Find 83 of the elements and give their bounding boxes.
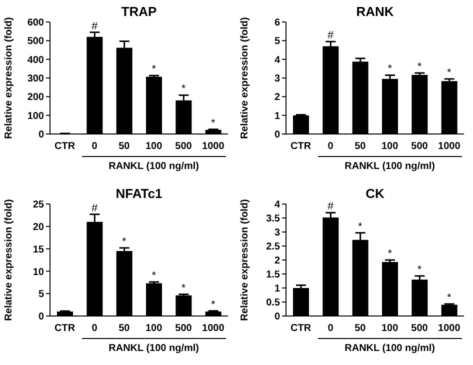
- y-tick-label: 400: [27, 54, 44, 66]
- x-tick-label: 50: [354, 323, 366, 334]
- x-tick-label: CTR: [290, 141, 312, 152]
- x-tick-label: 0: [92, 141, 98, 152]
- y-axis-title: Relative expression (fold): [4, 199, 15, 321]
- x-tick-label: CTR: [54, 323, 76, 334]
- x-tick-label: 50: [354, 141, 366, 152]
- chart-title: CK: [364, 186, 386, 201]
- y-tick-label: 2: [274, 256, 280, 267]
- y-tick-label: 5: [274, 36, 280, 48]
- y-tick-label: 25: [32, 200, 44, 211]
- chart-title: NFATc1: [114, 186, 164, 201]
- annotation: *: [447, 292, 452, 304]
- x-tick-label: 1000: [202, 141, 225, 152]
- annotation: *: [417, 264, 422, 276]
- x-tick-label: 100: [145, 323, 163, 334]
- x-tick-label: 100: [145, 141, 163, 152]
- y-tick-label: 4: [274, 200, 280, 211]
- chart-title: RANK: [355, 4, 395, 19]
- y-tick-label: 1: [274, 110, 280, 122]
- y-tick-label: 6: [274, 18, 280, 29]
- annotation: #: [327, 200, 334, 213]
- y-tick-label: 3.5: [266, 214, 280, 225]
- x-tick-label: 100: [381, 141, 399, 152]
- y-tick-label: 4: [274, 54, 280, 66]
- annotation: *: [152, 270, 157, 282]
- annotation: *: [388, 248, 393, 260]
- annotation: *: [388, 63, 393, 76]
- annotation: *: [447, 66, 452, 79]
- y-tick-label: 0: [38, 130, 44, 141]
- y-axis-title: Relative expression (fold): [4, 17, 15, 139]
- x-axis-title: RANKL (100 ng/ml): [344, 343, 436, 354]
- annotation: *: [181, 83, 186, 96]
- y-tick-label: 200: [27, 92, 44, 104]
- y-tick-label: 1: [274, 284, 280, 295]
- x-tick-label: 1000: [202, 323, 225, 334]
- annotation: *: [417, 60, 422, 73]
- annotation: #: [327, 30, 334, 42]
- y-tick-label: 600: [27, 18, 44, 29]
- annotation: *: [152, 64, 157, 76]
- x-tick-label: CTR: [54, 141, 76, 152]
- x-tick-label: 500: [411, 141, 428, 152]
- annotation: *: [211, 117, 216, 130]
- x-tick-label: 500: [411, 323, 428, 334]
- y-axis-title: Relative expression (fold): [240, 17, 251, 139]
- x-tick-label: 500: [175, 141, 192, 152]
- y-tick-label: 0: [274, 130, 280, 141]
- y-tick-label: 100: [27, 110, 44, 122]
- y-tick-label: 5: [38, 289, 44, 300]
- x-tick-label: 0: [328, 323, 334, 334]
- y-tick-label: 500: [27, 36, 44, 48]
- x-axis-title: RANKL (100 ng/ml): [344, 161, 436, 172]
- y-tick-label: 1.5: [266, 270, 280, 281]
- y-tick-label: 3: [274, 228, 280, 239]
- y-tick-label: 2: [274, 92, 280, 104]
- y-tick-label: 2.5: [266, 242, 280, 253]
- x-tick-label: 50: [118, 323, 130, 334]
- x-tick-label: CTR: [290, 323, 312, 334]
- annotation: #: [91, 20, 98, 32]
- x-tick-label: 0: [328, 141, 334, 152]
- annotation: *: [211, 298, 216, 311]
- y-tick-label: 0: [38, 312, 44, 323]
- y-tick-label: 0.5: [266, 298, 280, 309]
- x-tick-label: 0: [92, 323, 98, 334]
- y-tick-label: 300: [27, 74, 44, 85]
- annotation: *: [358, 220, 364, 233]
- x-axis-title: RANKL (100 ng/ml): [108, 343, 200, 354]
- annotation: *: [122, 236, 128, 248]
- x-tick-label: 1000: [438, 323, 461, 334]
- y-tick-label: 20: [32, 222, 44, 233]
- y-tick-label: 15: [32, 244, 44, 256]
- x-axis-title: RANKL (100 ng/ml): [108, 161, 200, 172]
- y-tick-label: 10: [32, 266, 44, 278]
- y-tick-label: 0: [274, 312, 280, 323]
- chart-title: TRAP: [120, 4, 158, 19]
- x-tick-label: 1000: [438, 141, 461, 152]
- y-tick-label: 3: [274, 74, 280, 85]
- annotation: #: [91, 202, 98, 214]
- x-tick-label: 100: [381, 323, 399, 334]
- y-axis-title: Relative expression (fold): [240, 199, 251, 321]
- x-tick-label: 500: [175, 323, 192, 334]
- annotation: *: [181, 282, 186, 294]
- x-tick-label: 50: [118, 141, 130, 152]
